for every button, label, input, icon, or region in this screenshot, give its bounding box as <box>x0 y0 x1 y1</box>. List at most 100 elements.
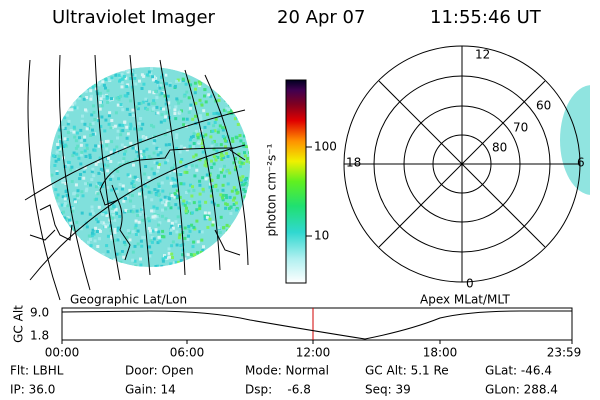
speckle <box>133 259 137 263</box>
speckle <box>224 194 228 197</box>
speckle <box>53 164 57 167</box>
speckle <box>245 202 249 206</box>
speckle <box>95 260 99 264</box>
speckle <box>184 209 188 213</box>
speckle <box>204 262 208 266</box>
speckle <box>134 82 138 86</box>
instrument: Ultraviolet Imager <box>52 7 216 28</box>
speckle <box>129 77 133 80</box>
speckle <box>219 143 223 147</box>
speckle <box>183 170 187 174</box>
status-field: Seq: 39 <box>365 383 411 397</box>
speckle <box>228 74 232 77</box>
speckle <box>193 91 197 95</box>
speckle <box>54 236 58 240</box>
speckle <box>221 249 225 252</box>
speckle <box>80 211 84 215</box>
speckle <box>214 158 218 162</box>
speckle <box>175 136 179 140</box>
speckle <box>192 225 196 229</box>
speckle <box>233 196 237 200</box>
speckle <box>239 139 243 143</box>
speckle <box>198 192 202 196</box>
speckle <box>154 193 158 197</box>
speckle <box>57 135 61 139</box>
speckle <box>134 233 138 236</box>
speckle <box>54 260 58 264</box>
speckle <box>85 254 89 258</box>
speckle <box>63 248 67 252</box>
speckle <box>116 136 119 140</box>
speckle <box>229 109 233 113</box>
speckle <box>61 195 65 199</box>
speckle <box>78 136 81 140</box>
speckle <box>190 223 194 227</box>
speckle <box>192 240 196 244</box>
speckle <box>169 262 173 266</box>
speckle <box>241 175 245 179</box>
speckle <box>211 256 215 260</box>
speckle <box>167 201 171 205</box>
speckle <box>85 143 89 147</box>
speckle <box>156 153 160 157</box>
speckle <box>74 200 77 204</box>
speckle <box>84 155 88 158</box>
speckle <box>150 167 154 171</box>
speckle <box>147 176 151 180</box>
speckle <box>190 211 194 215</box>
speckle <box>212 112 216 116</box>
speckle <box>175 243 179 247</box>
speckle <box>120 187 124 191</box>
speckle <box>211 223 215 227</box>
speckle <box>70 180 74 183</box>
speckle <box>125 94 129 98</box>
speckle <box>161 201 164 205</box>
speckle <box>144 165 148 168</box>
speckle <box>233 83 237 87</box>
speckle <box>160 75 163 79</box>
mlt-label: 6 <box>577 156 585 170</box>
speckle <box>127 210 130 213</box>
speckle <box>226 68 230 72</box>
speckle <box>194 87 197 91</box>
speckle <box>55 91 59 94</box>
speckle <box>83 165 87 169</box>
speckle <box>53 238 57 242</box>
speckle <box>191 245 195 249</box>
speckle <box>82 97 86 101</box>
speckle <box>118 163 122 167</box>
speckle <box>234 74 238 78</box>
speckle <box>229 101 233 104</box>
speckle <box>245 176 249 180</box>
speckle <box>157 235 161 239</box>
speckle <box>109 264 112 267</box>
speckle <box>247 126 250 130</box>
speckle <box>187 234 190 238</box>
speckle <box>200 103 204 107</box>
speckle <box>220 157 224 161</box>
speckle <box>71 97 75 101</box>
speckle <box>156 111 160 115</box>
speckle <box>84 108 87 112</box>
speckle <box>155 146 159 150</box>
speckle <box>106 225 110 229</box>
speckle <box>221 188 225 192</box>
speckle <box>169 266 173 267</box>
speckle <box>52 242 56 246</box>
speckle <box>241 94 245 98</box>
speckle <box>129 99 133 103</box>
speckle <box>202 245 205 249</box>
speckle <box>69 129 73 132</box>
speckle <box>170 244 174 248</box>
speckle <box>164 255 167 259</box>
speckle <box>204 254 208 258</box>
speckle <box>192 155 196 159</box>
speckle <box>117 177 121 181</box>
speckle <box>81 194 85 198</box>
speckle <box>141 206 145 210</box>
speckle <box>131 210 135 214</box>
speckle <box>80 150 84 154</box>
speckle <box>85 127 89 131</box>
speckle <box>249 241 250 245</box>
speckle <box>179 259 183 263</box>
